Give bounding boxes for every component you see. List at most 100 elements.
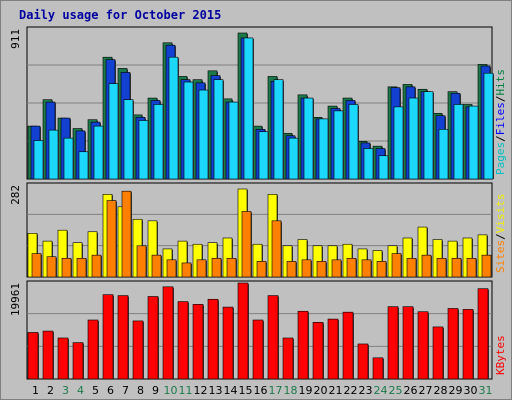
x-tick-label: 25 — [389, 384, 403, 397]
bar-kbytes-day-28 — [433, 327, 443, 379]
chart-title: Daily usage for October 2015 — [19, 8, 221, 22]
bar-pages-day-23 — [364, 149, 373, 179]
bar-pages-day-29 — [454, 104, 463, 179]
bar-sites-day-12 — [197, 260, 206, 277]
bar-sites-day-13 — [212, 258, 221, 277]
bar-sites-day-25 — [392, 254, 401, 277]
bar-pages-day-4 — [79, 152, 88, 179]
bar-sites-day-20 — [317, 261, 326, 277]
bar-sites-day-2 — [47, 257, 56, 277]
x-tick-label: 10 — [164, 384, 178, 397]
bar-kbytes-day-25 — [388, 307, 398, 379]
x-axis-day-labels: 1 2 3 4 5 6 7 8 9 10 11 12 13 14 15 16 17 18 19 20 21 22 23 24 2… — [32, 384, 493, 397]
x-tick-label: 3 — [62, 384, 69, 397]
y-max-label: 282 — [9, 185, 22, 205]
bar-sites-day-8 — [137, 246, 146, 277]
bar-kbytes-day-14 — [223, 307, 233, 379]
x-tick-label: 2 — [47, 384, 54, 397]
x-tick-label: 28 — [434, 384, 448, 397]
bar-sites-day-18 — [287, 261, 296, 277]
bar-sites-day-15 — [242, 211, 251, 277]
x-tick-label: 26 — [404, 384, 418, 397]
bar-sites-day-22 — [347, 258, 356, 277]
bar-sites-day-17 — [272, 221, 281, 277]
x-tick-label: 14 — [224, 384, 238, 397]
bar-kbytes-day-16 — [253, 320, 263, 379]
bar-pages-day-6 — [109, 84, 118, 179]
x-tick-label: 12 — [194, 384, 208, 397]
bar-sites-day-6 — [107, 201, 116, 277]
x-tick-label: 22 — [344, 384, 358, 397]
x-tick-label: 31 — [479, 384, 493, 397]
bar-pages-day-16 — [259, 132, 268, 179]
x-tick-label: 15 — [239, 384, 253, 397]
x-tick-label: 7 — [122, 384, 129, 397]
bar-pages-day-8 — [139, 121, 148, 179]
bar-sites-day-16 — [257, 261, 266, 277]
bar-kbytes-day-13 — [208, 299, 218, 379]
bar-pages-day-19 — [304, 98, 313, 179]
bar-kbytes-day-8 — [133, 321, 143, 379]
panel-3: 19961 KBytes — [9, 281, 507, 379]
bar-sites-day-31 — [482, 255, 491, 277]
bar-pages-day-24 — [379, 156, 388, 179]
bar-kbytes-day-10 — [163, 287, 173, 379]
bar-kbytes-day-27 — [418, 312, 428, 379]
bar-sites-day-5 — [92, 255, 101, 277]
bar-sites-day-3 — [62, 258, 71, 277]
legend-entry: / — [494, 96, 507, 103]
y-max-label: 19961 — [9, 283, 22, 316]
bar-kbytes-day-19 — [298, 311, 308, 379]
bar-sites-day-19 — [302, 260, 311, 277]
legend: Pages/Files/Hits — [494, 69, 507, 175]
bar-sites-day-10 — [167, 260, 176, 277]
bar-kbytes-day-30 — [463, 309, 473, 379]
bar-sites-day-1 — [32, 254, 41, 277]
bar-kbytes-day-21 — [328, 319, 338, 379]
legend-entry: KBytes — [494, 335, 507, 375]
bar-sites-day-14 — [227, 258, 236, 277]
x-tick-label: 24 — [374, 384, 388, 397]
legend-entry: / — [494, 233, 507, 240]
bar-sites-day-11 — [182, 263, 191, 277]
bar-sites-day-27 — [422, 255, 431, 277]
x-tick-label: 23 — [359, 384, 373, 397]
bar-sites-day-21 — [332, 260, 341, 277]
bar-pages-day-26 — [409, 98, 418, 179]
x-tick-label: 17 — [269, 384, 283, 397]
legend-entry: Hits — [494, 69, 507, 96]
bar-sites-day-4 — [77, 258, 86, 277]
bar-kbytes-day-23 — [358, 344, 368, 379]
bar-sites-day-30 — [467, 258, 476, 277]
bar-pages-day-21 — [334, 111, 343, 179]
bar-kbytes-day-3 — [58, 338, 68, 379]
legend-entry: Sites — [494, 240, 507, 273]
x-tick-label: 1 — [32, 384, 39, 397]
bar-kbytes-day-9 — [148, 296, 158, 379]
bar-kbytes-day-5 — [88, 320, 98, 379]
bar-pages-day-31 — [484, 73, 493, 179]
bar-kbytes-day-7 — [118, 296, 128, 379]
bar-kbytes-day-29 — [448, 308, 458, 379]
bar-pages-day-20 — [319, 119, 328, 179]
x-tick-label: 18 — [284, 384, 298, 397]
x-tick-label: 29 — [449, 384, 463, 397]
bar-pages-day-22 — [349, 104, 358, 179]
bar-pages-day-18 — [289, 138, 298, 179]
x-tick-label: 13 — [209, 384, 223, 397]
legend-entry: / — [494, 135, 507, 142]
bar-kbytes-day-18 — [283, 338, 293, 379]
bar-pages-day-25 — [394, 107, 403, 179]
legend-entry: Files — [494, 102, 507, 135]
bar-kbytes-day-1 — [28, 332, 38, 379]
bar-sites-day-7 — [122, 191, 131, 277]
bar-kbytes-day-26 — [403, 307, 413, 379]
x-tick-label: 4 — [77, 384, 84, 397]
bar-kbytes-day-15 — [238, 283, 248, 379]
x-tick-label: 19 — [299, 384, 313, 397]
x-tick-label: 16 — [254, 384, 268, 397]
x-tick-label: 11 — [179, 384, 193, 397]
